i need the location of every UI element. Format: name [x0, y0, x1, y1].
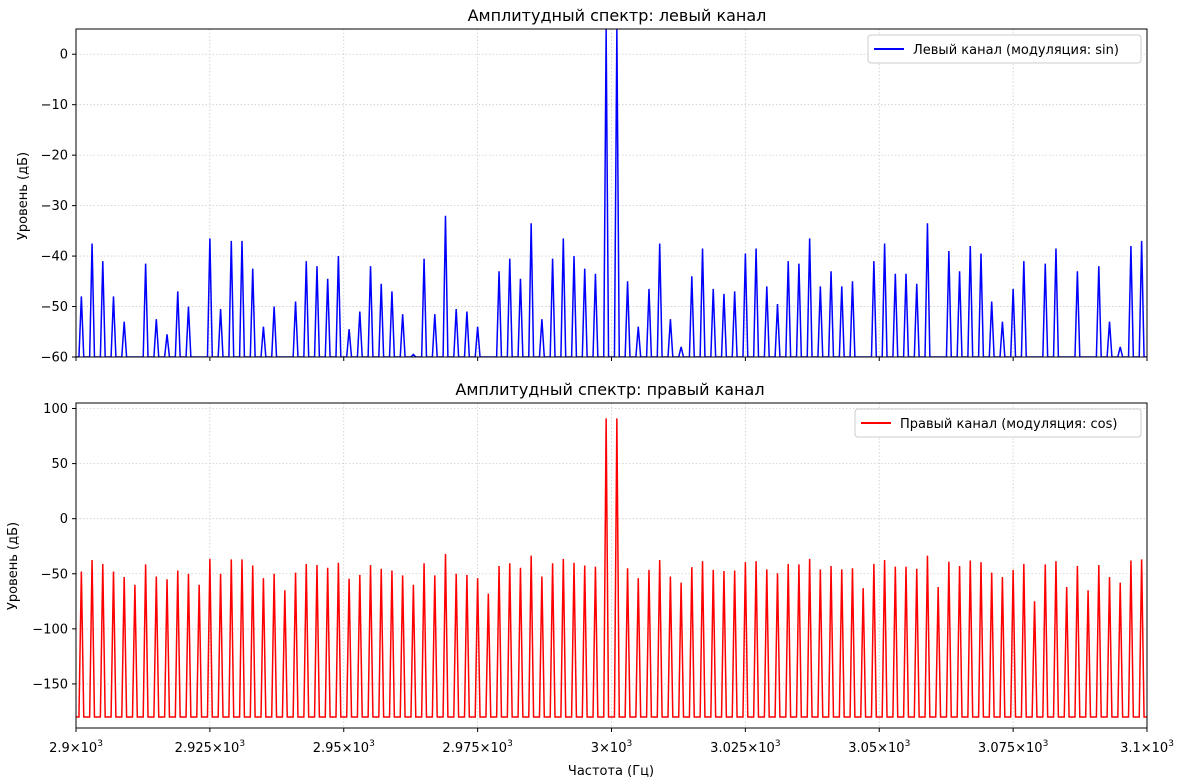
left-channel-title: Амплитудный спектр: левый канал [468, 6, 767, 25]
left-channel-ytick-label: 0 [60, 48, 68, 63]
right-channel-axes-frame [75, 402, 1148, 729]
right-channel-ytick-label: 0 [60, 512, 68, 527]
right-channel-y-axis: 100 50 0 −50 −100 −150 [32, 402, 76, 692]
left-channel-ytick-label: −40 [41, 250, 68, 265]
right-channel-ytick-label: −150 [32, 677, 68, 692]
xtick-label: 2.975×103 [442, 739, 512, 756]
left-channel-ylabel: Уровень (дБ) [16, 152, 31, 240]
left-channel-ytick-label: −10 [41, 98, 68, 113]
right-channel-x-axis: 2.9×103 2.925×103 2.95×103 2.975×103 3×103 3.… [49, 728, 1174, 756]
right-channel-ylabel: Уровень (дБ) [6, 522, 21, 610]
left-channel-ytick-label: −20 [41, 149, 68, 164]
xtick-label: 3.1×103 [1120, 739, 1174, 756]
right-channel-ytick-label: 100 [43, 402, 68, 417]
right-channel-legend-box [854, 408, 1142, 438]
right-channel-panel: Амплитудный спектр: правый канал Уровень… [6, 380, 1174, 779]
left-channel-axes-frame [75, 28, 1148, 358]
left-channel-ytick-label: −30 [41, 199, 68, 214]
left-channel-panel: Амплитудный спектр: левый канал Уровень … [16, 6, 1148, 366]
right-channel-legend: Правый канал (модуляция: cos) [854, 408, 1142, 438]
left-channel-legend: Левый канал (модуляция: sin) [867, 34, 1142, 64]
xtick-label: 3.075×103 [978, 739, 1048, 756]
xtick-label: 3.025×103 [710, 739, 780, 756]
left-channel-ytick-label: −50 [41, 300, 68, 315]
right-channel-legend-label: Правый канал (модуляция: cos) [900, 417, 1117, 432]
xtick-label: 3×103 [591, 739, 632, 756]
right-channel-ytick-label: −100 [32, 622, 68, 637]
right-channel-ytick-label: 50 [51, 457, 68, 472]
xtick-label: 2.9×103 [49, 739, 103, 756]
xtick-label: 2.95×103 [313, 739, 375, 756]
xtick-label: 2.925×103 [175, 739, 245, 756]
right-channel-ytick-label: −50 [41, 567, 68, 582]
left-channel-y-axis: 0 −10 −20 −30 −40 −50 −60 [41, 48, 76, 366]
left-channel-legend-label: Левый канал (модуляция: sin) [913, 43, 1119, 58]
right-channel-grid [75, 403, 1148, 728]
left-channel-legend-box [867, 34, 1142, 64]
left-channel-x-ticks [75, 357, 1148, 361]
right-channel-series-line [76, 418, 1147, 718]
left-channel-ytick-label: −60 [41, 351, 68, 366]
right-channel-title: Амплитудный спектр: правый канал [455, 380, 764, 399]
left-channel-grid [75, 29, 1148, 358]
x-axis-label: Частота (Гц) [568, 764, 654, 779]
xtick-label: 3.05×103 [848, 739, 910, 756]
